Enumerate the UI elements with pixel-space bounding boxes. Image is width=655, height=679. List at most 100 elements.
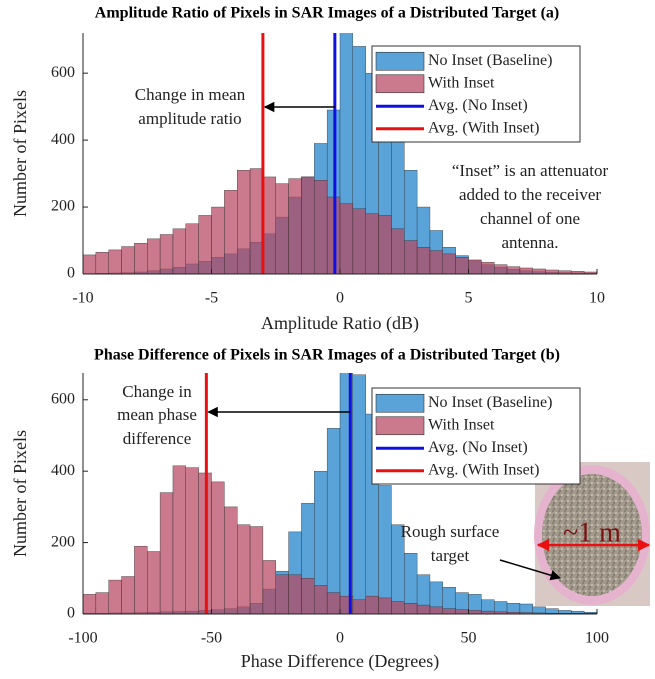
histogram-bar bbox=[134, 545, 148, 614]
x-axis-label: Amplitude Ratio (dB) bbox=[261, 313, 419, 334]
histogram-bar bbox=[326, 592, 341, 614]
y-axis-label: Number of Pixels bbox=[10, 430, 30, 557]
histogram-bar bbox=[352, 208, 366, 274]
legend-swatch bbox=[375, 74, 425, 94]
histogram-bar bbox=[365, 595, 379, 614]
histogram-bar bbox=[545, 269, 559, 274]
annotation: target bbox=[431, 546, 470, 565]
annotation: mean phase bbox=[117, 405, 197, 424]
legend-swatch bbox=[375, 393, 425, 413]
histogram-bar bbox=[481, 262, 495, 274]
legend-label: Avg. (With Inset) bbox=[428, 119, 539, 136]
histogram-bar bbox=[378, 215, 392, 274]
histogram-bar bbox=[236, 170, 251, 274]
histogram-bar bbox=[301, 578, 315, 614]
histogram-bar bbox=[352, 599, 366, 614]
legend-swatch bbox=[375, 51, 425, 71]
annotation: Change in mean bbox=[135, 85, 246, 104]
y-tick-label: 400 bbox=[51, 131, 75, 148]
bars bbox=[83, 373, 597, 614]
histogram-bar bbox=[391, 601, 405, 614]
legend-label: Avg. (With Inset) bbox=[428, 461, 539, 478]
histogram-bar bbox=[339, 203, 354, 274]
histogram-bar bbox=[442, 253, 456, 274]
histogram-bar bbox=[416, 247, 431, 274]
legend-label: Avg. (No Inset) bbox=[428, 439, 528, 456]
y-tick-label: 200 bbox=[51, 198, 75, 215]
histogram-bar bbox=[494, 264, 508, 274]
x-tick-label: 100 bbox=[585, 630, 609, 647]
histogram-bar bbox=[365, 213, 379, 274]
histogram-bar bbox=[288, 178, 302, 274]
histogram-bar bbox=[532, 268, 546, 274]
histogram-bar bbox=[185, 223, 199, 274]
histogram-bar bbox=[288, 574, 302, 614]
annotation: amplitude ratio bbox=[138, 109, 241, 128]
histogram-bar bbox=[442, 608, 456, 614]
y-tick-label: 600 bbox=[51, 64, 75, 81]
histogram-bar bbox=[147, 238, 161, 274]
histogram-bar bbox=[224, 506, 238, 614]
annotation: Rough surface bbox=[401, 522, 500, 541]
y-tick-label: 200 bbox=[51, 533, 75, 550]
histogram-bar bbox=[506, 266, 521, 274]
chart-title: Amplitude Ratio of Pixels in SAR Images … bbox=[95, 5, 559, 22]
histogram-bar bbox=[275, 574, 289, 614]
y-tick-label: 0 bbox=[67, 265, 75, 282]
histogram-bar bbox=[404, 240, 418, 274]
annotation: added to the receiver bbox=[459, 185, 601, 204]
histogram-bar bbox=[83, 594, 97, 614]
annotation: channel of one bbox=[480, 209, 580, 228]
histogram-bar bbox=[416, 604, 431, 614]
legend-label: With Inset bbox=[428, 74, 495, 91]
y-tick-label: 0 bbox=[67, 605, 75, 622]
histogram-bar bbox=[95, 252, 109, 274]
histogram-bar bbox=[519, 267, 533, 274]
histogram-bar bbox=[108, 249, 122, 274]
histogram-bar bbox=[249, 168, 264, 274]
annotation: Change in bbox=[122, 382, 192, 401]
histogram-bar bbox=[391, 228, 405, 274]
histogram-bar bbox=[95, 592, 109, 614]
histogram-bar bbox=[198, 215, 212, 274]
histogram-bar bbox=[159, 234, 174, 274]
histogram-bar bbox=[429, 606, 444, 614]
y-tick-label: 400 bbox=[51, 462, 75, 479]
histogram-bar bbox=[378, 485, 392, 614]
histogram-bar bbox=[455, 257, 469, 274]
x-tick-label: 50 bbox=[461, 630, 477, 647]
histogram-bar bbox=[159, 492, 174, 614]
legend-label: With Inset bbox=[428, 416, 495, 433]
histogram-bar bbox=[147, 551, 161, 614]
legend-label: Avg. (No Inset) bbox=[428, 97, 528, 114]
histogram-bar bbox=[314, 180, 328, 274]
histogram-bar bbox=[236, 524, 251, 614]
histogram-bar bbox=[83, 254, 97, 274]
x-tick-label: 5 bbox=[465, 290, 473, 307]
x-tick-label: -100 bbox=[68, 630, 97, 647]
histogram-bar bbox=[378, 597, 392, 614]
histogram-bar bbox=[429, 250, 444, 274]
histogram-bar bbox=[314, 585, 328, 614]
histogram-bar bbox=[224, 190, 238, 274]
histogram-bar bbox=[404, 603, 418, 614]
histogram-bar bbox=[211, 481, 225, 614]
histogram-bar bbox=[121, 576, 135, 614]
annotation: “Inset” is an attenuator bbox=[452, 161, 609, 180]
histogram-bar bbox=[249, 526, 264, 614]
legend-label: No Inset (Baseline) bbox=[428, 52, 552, 69]
x-tick-label: -5 bbox=[205, 290, 218, 307]
legend-swatch bbox=[375, 416, 425, 436]
histogram-bar bbox=[468, 610, 482, 614]
x-tick-label: 10 bbox=[589, 290, 605, 307]
histogram-bar bbox=[172, 465, 186, 614]
histogram-bar bbox=[108, 579, 122, 614]
histogram-bar bbox=[455, 609, 469, 614]
annotation: antenna. bbox=[501, 233, 558, 252]
bars bbox=[83, 33, 597, 274]
histogram-bar bbox=[352, 374, 366, 614]
histogram-bar bbox=[185, 467, 199, 614]
histogram-bar bbox=[211, 206, 225, 274]
histogram-bar bbox=[583, 271, 597, 274]
